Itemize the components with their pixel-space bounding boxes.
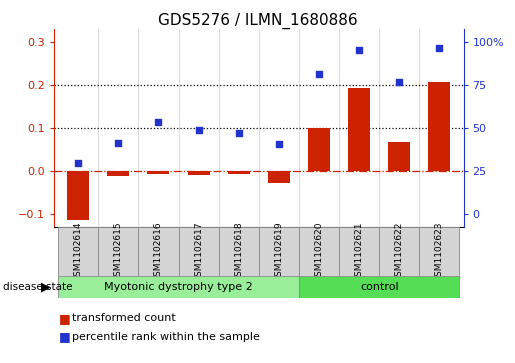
Bar [139, 227, 179, 276]
Point [195, 127, 203, 132]
Text: GSM1102614: GSM1102614 [74, 221, 83, 282]
Point [315, 71, 323, 77]
Text: transformed count: transformed count [72, 313, 176, 323]
Bar [419, 227, 459, 276]
Point [355, 47, 363, 53]
Bar [259, 227, 299, 276]
Bar [58, 227, 98, 276]
Bar [58, 276, 299, 298]
Bar [339, 227, 379, 276]
Text: Myotonic dystrophy type 2: Myotonic dystrophy type 2 [104, 282, 253, 292]
Text: GDS5276 / ILMN_1680886: GDS5276 / ILMN_1680886 [158, 13, 357, 29]
Point [274, 142, 283, 147]
Text: GSM1102621: GSM1102621 [355, 221, 364, 282]
Bar [428, 82, 451, 171]
Bar [348, 88, 370, 171]
Text: GSM1102618: GSM1102618 [234, 221, 243, 282]
Point [74, 160, 82, 166]
Point [235, 130, 243, 136]
Text: percentile rank within the sample: percentile rank within the sample [72, 331, 260, 342]
Bar [219, 227, 259, 276]
Text: ▶: ▶ [41, 281, 50, 294]
Bar [107, 171, 129, 176]
Text: ■: ■ [59, 312, 71, 325]
Bar [268, 171, 290, 183]
Bar [379, 227, 419, 276]
Text: GSM1102620: GSM1102620 [315, 221, 323, 282]
Point [154, 119, 163, 125]
Point [395, 79, 403, 85]
Bar [299, 276, 459, 298]
Text: control: control [360, 282, 399, 292]
Point [435, 45, 443, 51]
Bar [179, 227, 219, 276]
Bar [308, 128, 330, 171]
Text: GSM1102617: GSM1102617 [194, 221, 203, 282]
Text: GSM1102616: GSM1102616 [154, 221, 163, 282]
Text: disease state: disease state [3, 282, 72, 292]
Text: ■: ■ [59, 330, 71, 343]
Text: GSM1102623: GSM1102623 [435, 221, 444, 282]
Bar [187, 171, 210, 175]
Bar [98, 227, 139, 276]
Bar [299, 227, 339, 276]
Point [114, 140, 123, 146]
Text: GSM1102622: GSM1102622 [395, 221, 404, 282]
Bar [388, 142, 410, 171]
Bar [147, 171, 169, 174]
Bar [228, 171, 250, 174]
Text: GSM1102615: GSM1102615 [114, 221, 123, 282]
Bar [67, 171, 89, 220]
Text: GSM1102619: GSM1102619 [274, 221, 283, 282]
